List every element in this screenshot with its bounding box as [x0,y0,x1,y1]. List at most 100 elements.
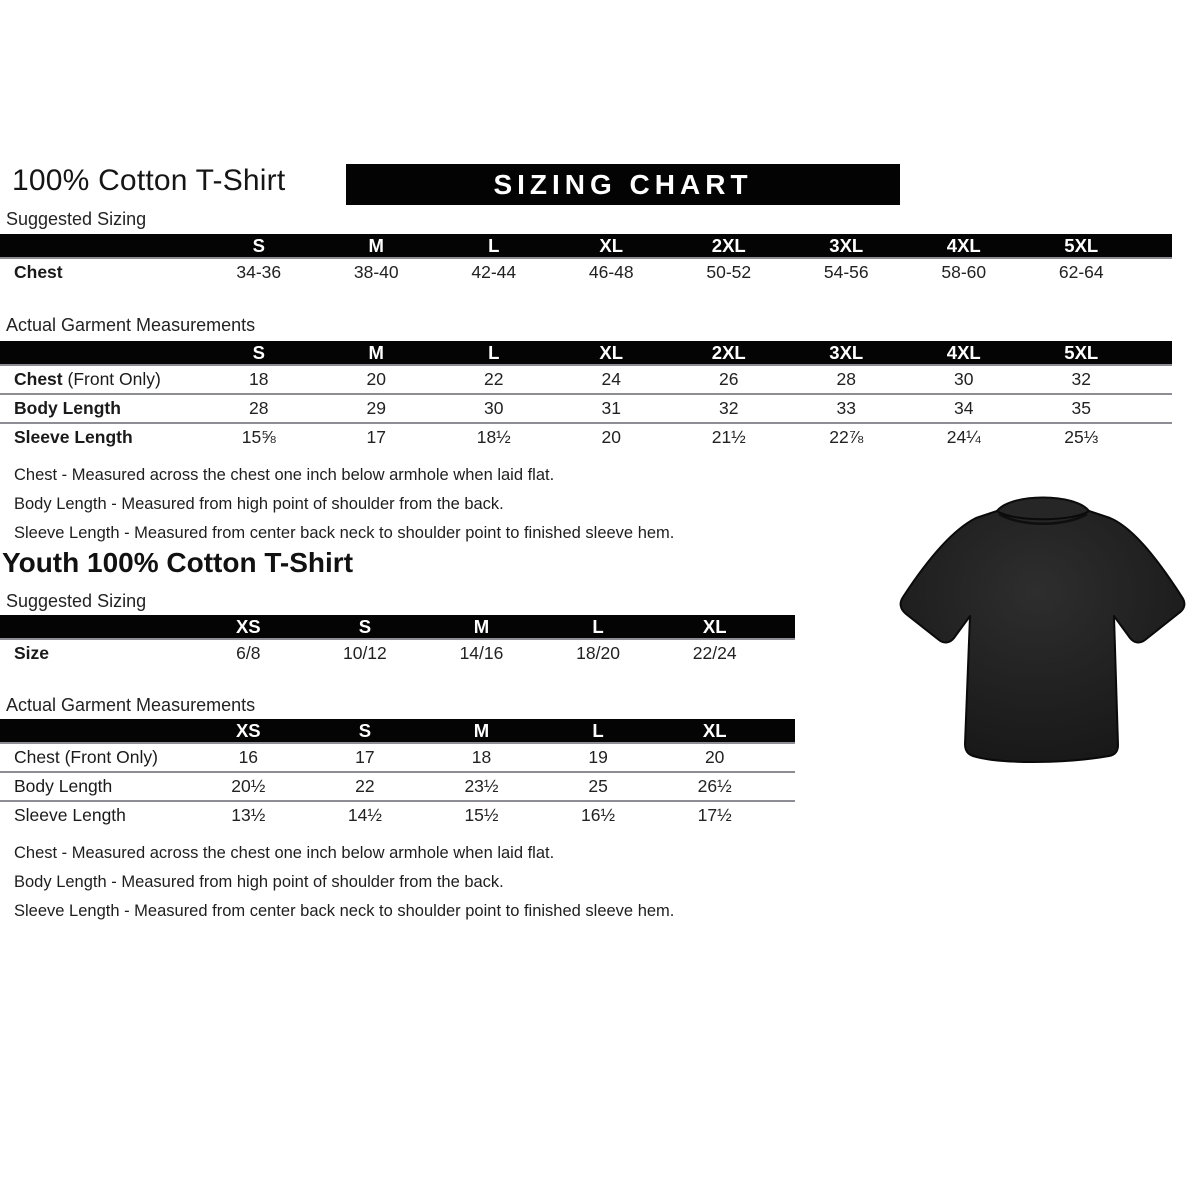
size-column-header: XS [190,615,307,639]
measurement-value: 17 [366,427,386,447]
size-column-header: L [435,234,553,258]
measurement-value: 18 [471,747,492,767]
row-label-suffix: (Front Only) [62,369,161,389]
size-column-header: XS [190,719,307,743]
row-label: Sleeve Length [0,423,200,451]
size-column-header: 2XL [670,341,788,365]
row-spacer-cell [1140,258,1172,286]
table-row: Sleeve Length 15⅝ 17 18½ 20 21½ 22⅞ 24¼ 25⅓ [0,423,1172,451]
row-spacer-cell [1140,394,1172,423]
sizing-chart-banner: SIZING CHART [346,164,900,205]
measurement-note: Sleeve Length - Measured from center bac… [14,524,675,542]
measurement-value: 10/12 [342,643,387,663]
size-column-header: M [423,719,540,743]
tshirt-illustration [899,496,1186,763]
measurement-value: 24 [601,369,621,389]
size-column-header: M [317,341,435,365]
measurement-value: 34-36 [236,262,282,282]
row-label-text: Size [14,643,50,663]
measurement-value: 23½ [464,776,499,796]
row-label-text: Body Length [14,776,113,796]
measurement-value: 26 [719,369,739,389]
row-label-text: Sleeve Length [14,427,133,447]
measurement-value: 54-56 [823,262,869,282]
measurement-value: 17½ [697,805,732,825]
measurement-value: 22 [484,369,504,389]
size-column-header: 5XL [1022,234,1140,258]
measurement-value: 42-44 [471,262,517,282]
row-label: Chest [0,258,200,286]
size-column-header: XL [552,341,670,365]
row-label-text: Body Length [14,398,121,418]
adult-measurement-notes: Chest - Measured across the chest one in… [14,461,674,548]
youth-suggested-sizing-label: Suggested Sizing [6,591,147,611]
size-column-header: L [539,719,657,743]
measurement-value: 18½ [476,427,511,447]
row-spacer-cell [1140,423,1172,451]
measurement-note: Body Length - Measured from high point o… [14,495,504,513]
row-label-text: Chest [14,262,63,282]
measurement-value: 18 [249,369,269,389]
row-label: Sleeve Length [0,801,190,829]
youth-measurement-notes: Chest - Measured across the chest one in… [14,839,674,926]
measurement-value: 30 [954,369,974,389]
row-label: Chest (Front Only) [0,743,190,772]
header-corner-cell [0,719,190,743]
row-spacer-cell [1140,365,1172,394]
table-row: Body Length 28 29 30 31 32 33 34 35 [0,394,1172,423]
measurement-value: 33 [836,398,856,418]
measurement-value: 14/16 [459,643,504,663]
row-label: Size [0,639,190,667]
measurement-value: 15½ [464,805,499,825]
measurement-value: 6/8 [236,643,261,663]
row-spacer-cell [773,772,795,801]
adult-actual-measurements-table: S M L XL 2XL 3XL 4XL 5XL Chest (Front Only) 18 20 2… [0,341,1172,451]
measurement-value: 15⅝ [241,427,276,447]
measurement-value: 32 [1071,369,1091,389]
measurement-value: 28 [249,398,269,418]
measurement-value: 21½ [711,427,746,447]
adult-suggested-sizing-table: S M L XL 2XL 3XL 4XL 5XL Chest 34-36 38-40 42-44 46-… [0,234,1172,286]
size-column-header: 3XL [787,234,905,258]
header-spacer-cell [773,719,795,743]
measurement-value: 22⅞ [829,427,864,447]
row-label-text: Chest [14,747,60,767]
measurement-note: Body Length - Measured from high point o… [14,873,504,891]
measurement-value: 32 [719,398,739,418]
table-row: Chest 34-36 38-40 42-44 46-48 50-52 54-56 58-60… [0,258,1172,286]
header-spacer-cell [773,615,795,639]
header-corner-cell [0,341,200,365]
measurement-value: 62-64 [1058,262,1104,282]
tshirt-photo [893,485,1193,797]
measurement-note: Sleeve Length - Measured from center bac… [14,902,675,920]
measurement-value: 17 [355,747,375,767]
size-column-header: L [539,615,657,639]
tshirt-body [899,510,1186,763]
size-column-header: 4XL [905,234,1023,258]
measurement-value: 28 [836,369,856,389]
size-column-header: XL [656,719,773,743]
table-row: Chest (Front Only) 18 20 22 24 26 28 30 32 [0,365,1172,394]
header-corner-cell [0,234,200,258]
measurement-value: 46-48 [588,262,634,282]
row-label-text: Sleeve Length [14,805,126,825]
table-row: Sleeve Length 13½ 14½ 15½ 16½ 17½ [0,801,795,829]
youth-actual-measurements-table: XS S M L XL Chest (Front Only) 16 17 18 19 20 Body … [0,719,795,829]
measurement-value: 22/24 [692,643,737,663]
size-column-header: L [435,341,553,365]
measurement-value: 20 [366,369,386,389]
row-label: Body Length [0,772,190,801]
measurement-value: 13½ [231,805,266,825]
size-column-header: 2XL [670,234,788,258]
row-label: Body Length [0,394,200,423]
header-spacer-cell [1140,341,1172,365]
row-spacer-cell [773,801,795,829]
row-label-suffix: (Front Only) [59,747,158,767]
measurement-value: 20½ [231,776,266,796]
measurement-value: 14½ [347,805,382,825]
header-spacer-cell [1140,234,1172,258]
size-column-header: M [423,615,540,639]
header-corner-cell [0,615,190,639]
row-label: Chest (Front Only) [0,365,200,394]
